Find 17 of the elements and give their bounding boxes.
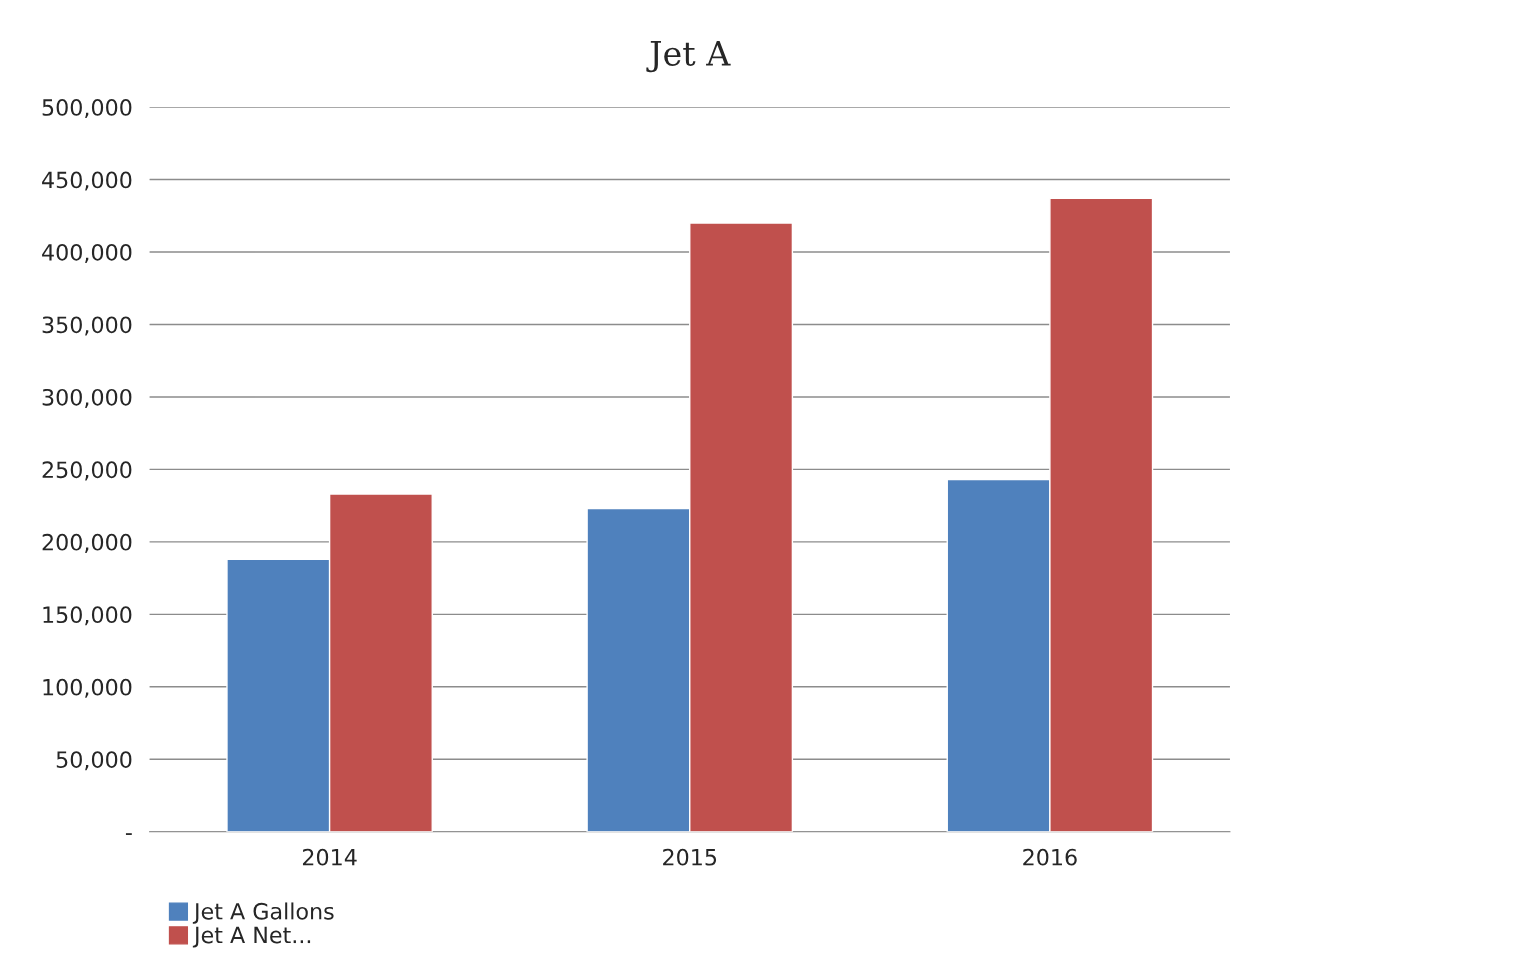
y-tick-label: 100,000 (43, 678, 132, 698)
y-tick-label: 50,000 (56, 751, 132, 771)
y-tick-label: 300,000 (42, 388, 132, 408)
y-tick-label: 200,000 (42, 533, 132, 553)
y-tick-label: - (125, 833, 132, 835)
y-tick-label: 500,000 (42, 99, 132, 119)
legend-label: Jet A Net... (192, 926, 311, 948)
legend-label: Jet A Gallons (192, 902, 334, 924)
y-tick-label: 450,000 (42, 171, 132, 191)
x-tick-label: 2015 (663, 848, 717, 866)
y-tick-label: 150,000 (43, 606, 132, 626)
x-tick-label: 2014 (302, 848, 357, 866)
y-tick-label: 400,000 (42, 243, 132, 264)
chart-title: Jet A (646, 41, 731, 73)
x-tick-label: 2016 (1023, 848, 1077, 866)
y-tick-label: 350,000 (42, 316, 132, 336)
y-tick-label: 250,000 (42, 461, 132, 481)
